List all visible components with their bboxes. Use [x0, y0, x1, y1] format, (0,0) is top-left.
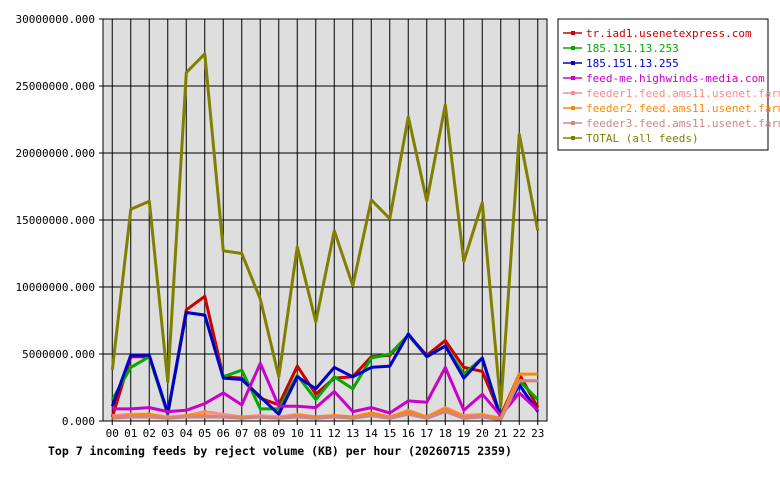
legend-label: 185.151.13.253	[586, 42, 679, 55]
x-tick-label: 07	[235, 427, 248, 440]
series-line-4	[112, 361, 539, 418]
plot-frame	[102, 18, 548, 422]
x-tick-label: 01	[124, 427, 137, 440]
x-tick-label: 19	[457, 427, 470, 440]
x-tick-label: 09	[272, 427, 285, 440]
x-tick-label: 14	[365, 427, 379, 440]
legend-swatch-marker	[571, 76, 575, 80]
x-tick-label: 12	[328, 427, 341, 440]
y-tick-label: 25000000.000	[16, 80, 95, 93]
legend-swatch-marker	[571, 46, 575, 50]
x-tick-label: 03	[161, 427, 174, 440]
y-axis-ticks: 0.000 5000000.000 10000000.000 15000000.000…	[16, 13, 103, 428]
legend-label: 185.151.13.255	[586, 57, 679, 70]
x-tick-label: 23	[531, 427, 544, 440]
legend-label: feeder1.feed.ams11.usenet.farm	[586, 87, 780, 100]
legend-swatch-marker	[571, 136, 575, 140]
grid	[103, 18, 547, 422]
legend-label: tr.iad1.usenetexpress.com	[586, 27, 752, 40]
y-tick-label: 15000000.000	[16, 214, 95, 227]
x-tick-label: 21	[494, 427, 507, 440]
legend-label: feeder3.feed.ams11.usenet.farm	[586, 117, 780, 130]
x-tick-label: 17	[420, 427, 433, 440]
x-axis-ticks: 00 01 02 03 04 05 06 07 08 09 10 11 12 13 14 15 16 17 18 19…	[106, 421, 544, 440]
x-tick-label: 20	[476, 427, 489, 440]
legend: tr.iad1.usenetexpress.com 185.151.13.253 1…	[557, 18, 780, 151]
chart-title: Top 7 incoming feeds by reject volume (K…	[48, 444, 512, 458]
legend-swatch-marker	[571, 91, 575, 95]
y-tick-label: 10000000.000	[16, 281, 95, 294]
legend-swatch-marker	[571, 31, 575, 35]
x-tick-label: 06	[217, 427, 230, 440]
x-tick-label: 08	[254, 427, 267, 440]
legend-swatch-marker	[571, 61, 575, 65]
legend-box	[557, 18, 769, 151]
x-tick-label: 04	[180, 427, 194, 440]
x-tick-label: 05	[198, 427, 211, 440]
y-tick-label: 0.000	[62, 415, 95, 428]
series-lines	[110, 52, 540, 422]
legend-label: feeder2.feed.ams11.usenet.farm	[586, 102, 780, 115]
x-tick-label: 00	[106, 427, 119, 440]
legend-swatch-marker	[571, 106, 575, 110]
x-tick-label: 15	[383, 427, 396, 440]
x-tick-label: 10	[291, 427, 304, 440]
legend-label: TOTAL (all feeds)	[586, 132, 699, 145]
legend-swatch-marker	[571, 121, 575, 125]
x-tick-label: 18	[439, 427, 452, 440]
y-tick-label: 5000000.000	[22, 348, 95, 361]
x-tick-label: 16	[402, 427, 415, 440]
series-line-7	[112, 379, 538, 422]
legend-label: feed-me.highwinds-media.com	[586, 72, 765, 85]
x-tick-label: 02	[143, 427, 156, 440]
y-tick-label: 30000000.000	[16, 13, 95, 26]
x-tick-label: 13	[346, 427, 359, 440]
y-tick-label: 20000000.000	[16, 147, 95, 160]
x-tick-label: 22	[513, 427, 526, 440]
x-tick-label: 11	[309, 427, 322, 440]
series-line-3	[110, 311, 540, 420]
series-line-8	[110, 52, 540, 408]
